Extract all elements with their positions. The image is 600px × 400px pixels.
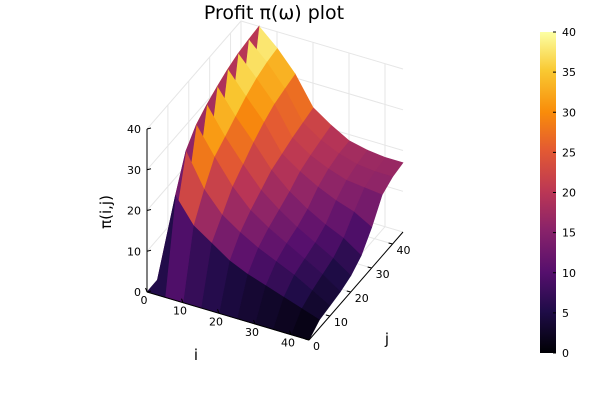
x-tick-label: 20	[209, 315, 223, 328]
z-axis-ticks: 0 10 20 30 40	[127, 123, 152, 299]
y-tick-mark	[304, 338, 310, 341]
colorbar-tick-label: 15	[562, 227, 576, 240]
y-tick-mark	[325, 314, 331, 317]
x-axis-line	[146, 291, 310, 341]
y-tick-mark	[388, 242, 393, 245]
x-tick-label: 30	[245, 326, 259, 339]
y-axis-label: j	[384, 330, 389, 348]
z-tick-mark	[146, 168, 152, 171]
x-tick-mark	[217, 309, 220, 314]
z-tick-mark	[146, 127, 152, 130]
y-tick-label: 0	[313, 340, 320, 353]
x-tick-mark	[145, 287, 148, 293]
x-axis-ticks: 0 10 20 30 40	[141, 287, 295, 350]
grid-line	[146, 20, 404, 130]
z-tick-label: 30	[127, 164, 141, 177]
y-tick-label: 30	[376, 268, 390, 281]
y-tick-label: 40	[397, 244, 411, 257]
colorbar-tick-label: 0	[562, 347, 569, 360]
x-tick-label: 10	[173, 305, 187, 318]
x-tick-mark	[253, 319, 256, 325]
surface-mesh	[146, 25, 404, 341]
z-tick-label: 40	[127, 123, 141, 136]
z-tick-mark	[146, 290, 152, 293]
y-tick-mark	[346, 290, 351, 293]
colorbar-tick-label: 25	[562, 146, 576, 159]
y-tick-label: 20	[355, 292, 369, 305]
y-axis-line	[308, 231, 404, 341]
z-axis-label: π(i,j)	[97, 195, 115, 229]
x-tick-label: 0	[141, 294, 148, 307]
x-tick-mark	[181, 298, 184, 303]
z-tick-label: 10	[127, 245, 141, 258]
x-axis-label: i	[194, 346, 198, 364]
colorbar-tick-label: 20	[562, 187, 576, 200]
colorbar-tick-label: 40	[562, 26, 576, 39]
chart-title: Profit π(ω) plot	[204, 2, 344, 24]
z-tick-label: 0	[134, 286, 141, 299]
y-tick-mark	[367, 266, 372, 269]
z-tick-mark	[146, 249, 152, 252]
x-tick-label: 40	[281, 337, 295, 350]
x-tick-mark	[289, 330, 292, 335]
y-tick-label: 10	[334, 316, 348, 329]
colorbar-tick-label: 30	[562, 106, 576, 119]
y-axis-ticks: 0 10 20 30 40	[304, 242, 411, 353]
colorbar-tick-label: 35	[562, 66, 576, 79]
colorbar-gradient	[540, 32, 556, 353]
colorbar-tick-label: 10	[562, 267, 576, 280]
z-tick-mark	[146, 209, 152, 211]
colorbar-tick-label: 5	[562, 307, 569, 320]
colorbar: 0 5 10 15 20 25 30 35 40	[540, 26, 576, 360]
z-tick-label: 20	[127, 205, 141, 218]
